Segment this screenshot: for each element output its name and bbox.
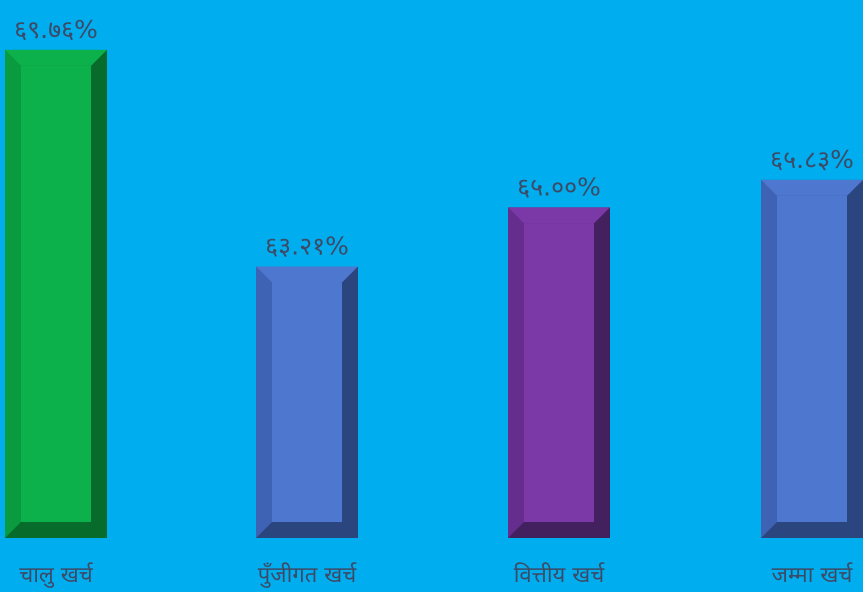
category-label-0: चालु खर्च [19,562,94,588]
bar-1-left-bevel [256,266,272,538]
bar-2-value-label: ६५.००% [517,172,601,201]
bar-0-left-bevel [5,49,21,538]
bar-2-left-bevel [508,207,524,539]
bar-3-face [777,195,847,522]
bar-2-top-bevel [508,207,610,224]
category-label-1: पुँजीगत खर्च [258,562,357,588]
category-label-2: वित्तीय खर्च [514,562,606,588]
bar-1-face [272,282,342,522]
bar-1-top-bevel [256,266,358,283]
bar-0-face [21,65,91,522]
bar-1-value-label: ६३.२१% [265,232,349,261]
bar-3-top-bevel [761,179,863,196]
category-label-3: जम्मा खर्च [772,562,854,588]
bar-3-value-label: ६५.८३% [770,145,854,174]
bar-0-value-label: ६९.७६% [14,15,98,44]
bar-3-left-bevel [761,179,777,538]
bar-2-face [524,223,594,523]
bar-0-top-bevel [5,49,107,66]
